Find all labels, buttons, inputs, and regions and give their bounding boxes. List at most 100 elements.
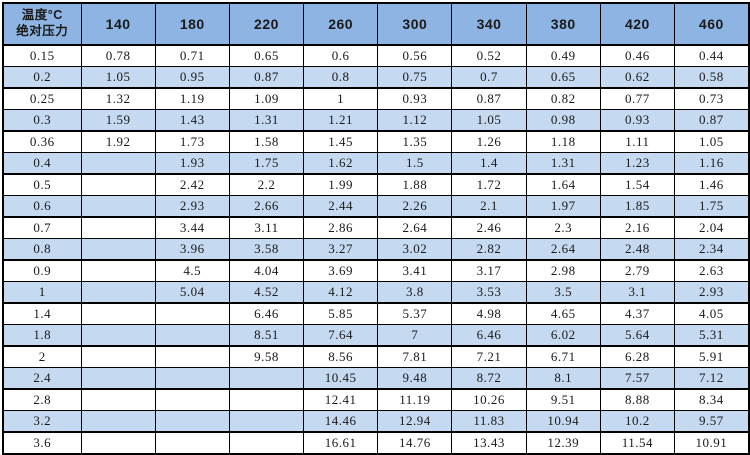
- data-cell: 10.26: [451, 388, 527, 411]
- table-row: 0.6 2.93 2.66 2.44 2.26 2.1 1.97 1.85 1.75: [2, 195, 750, 218]
- data-cell: [154, 410, 230, 433]
- data-cell: 3.27: [303, 238, 379, 261]
- data-cell: [80, 324, 156, 347]
- data-cell: 0.49: [525, 44, 601, 67]
- column-header-460: 460: [673, 2, 750, 46]
- data-cell: [80, 367, 156, 390]
- row-header-cell: 0.8: [2, 238, 82, 261]
- data-cell: 1.54: [599, 173, 676, 196]
- column-header-380: 380: [525, 2, 601, 46]
- data-cell: [228, 410, 305, 433]
- data-cell: 8.51: [228, 324, 305, 347]
- data-cell: 9.57: [673, 410, 750, 433]
- data-cell: [80, 345, 156, 368]
- column-header-220: 220: [228, 2, 305, 46]
- data-cell: 4.65: [525, 302, 601, 325]
- data-cell: 3.44: [154, 216, 230, 239]
- data-cell: 1.45: [303, 130, 379, 153]
- data-cell: [228, 431, 305, 455]
- data-cell: 0.87: [228, 66, 305, 89]
- data-cell: 1.5: [377, 152, 453, 175]
- data-cell: 0.58: [673, 66, 750, 89]
- column-header-180: 180: [154, 2, 230, 46]
- data-cell: 2.64: [525, 238, 601, 261]
- data-cell: 0.65: [525, 66, 601, 89]
- data-cell: 1.93: [154, 152, 230, 175]
- data-cell: [80, 281, 156, 304]
- data-cell: 2.46: [451, 216, 527, 239]
- table-row: 0.2 1.05 0.95 0.87 0.8 0.75 0.7 0.65 0.62 0.58: [2, 66, 750, 89]
- row-header-cell: 1.8: [2, 324, 82, 347]
- data-cell: 1.05: [673, 130, 750, 153]
- data-cell: 9.58: [228, 345, 305, 368]
- data-cell: 1.4: [451, 152, 527, 175]
- data-cell: 0.87: [673, 109, 750, 132]
- data-cell: 1.88: [377, 173, 453, 196]
- data-cell: 6.46: [451, 324, 527, 347]
- data-cell: 2.1: [451, 195, 527, 218]
- data-cell: 4.37: [599, 302, 676, 325]
- data-cell: 3.02: [377, 238, 453, 261]
- row-header-cell: 0.15: [2, 44, 82, 67]
- data-cell: [80, 302, 156, 325]
- data-cell: 4.12: [303, 281, 379, 304]
- data-cell: 0.87: [451, 87, 527, 110]
- data-cell: 12.39: [525, 431, 601, 455]
- data-cell: [80, 238, 156, 261]
- data-cell: 1.18: [525, 130, 601, 153]
- corner-header-line1: 温度°C: [21, 8, 63, 23]
- row-header-cell: 0.2: [2, 66, 82, 89]
- table-row: 3.2 14.46 12.94 11.83 10.94 10.2 9.57: [2, 410, 750, 433]
- data-cell: 0.52: [451, 44, 527, 67]
- data-cell: 2.82: [451, 238, 527, 261]
- column-header-260: 260: [303, 2, 379, 46]
- data-cell: 2.48: [599, 238, 676, 261]
- data-cell: 0.7: [451, 66, 527, 89]
- data-cell: [80, 410, 156, 433]
- data-cell: 0.73: [673, 87, 750, 110]
- data-cell: 0.78: [80, 44, 156, 67]
- data-cell: 3.96: [154, 238, 230, 261]
- row-header-cell: 0.36: [2, 130, 82, 153]
- data-cell: 3.11: [228, 216, 305, 239]
- data-cell: 2.93: [673, 281, 750, 304]
- data-cell: [154, 431, 230, 455]
- data-cell: 12.94: [377, 410, 453, 433]
- data-cell: [154, 345, 230, 368]
- row-header-cell: 0.7: [2, 216, 82, 239]
- table-row: 3.6 16.61 14.76 13.43 12.39 11.54 10.91: [2, 431, 750, 455]
- data-cell: 14.46: [303, 410, 379, 433]
- row-header-cell: 0.25: [2, 87, 82, 110]
- data-cell: 0.82: [525, 87, 601, 110]
- data-cell: 4.05: [673, 302, 750, 325]
- data-cell: 1.16: [673, 152, 750, 175]
- data-cell: 8.88: [599, 388, 676, 411]
- table-row: 2 9.58 8.56 7.81 7.21 6.71 6.28 5.91: [2, 345, 750, 368]
- data-cell: 4.52: [228, 281, 305, 304]
- data-cell: [154, 367, 230, 390]
- data-cell: 0.6: [303, 44, 379, 67]
- data-cell: 6.46: [228, 302, 305, 325]
- data-cell: [228, 367, 305, 390]
- data-cell: 10.91: [673, 431, 750, 455]
- table-row: 1.8 8.51 7.64 7 6.46 6.02 5.64 5.31: [2, 324, 750, 347]
- data-cell: 3.8: [377, 281, 453, 304]
- column-header-300: 300: [377, 2, 453, 46]
- table-row: 0.7 3.44 3.11 2.86 2.64 2.46 2.3 2.16 2.04: [2, 216, 750, 239]
- data-cell: 2.16: [599, 216, 676, 239]
- row-header-cell: 0.6: [2, 195, 82, 218]
- data-cell: 1.31: [525, 152, 601, 175]
- data-cell: 2.98: [525, 259, 601, 282]
- table-row: 1 5.04 4.52 4.12 3.8 3.53 3.5 3.1 2.93: [2, 281, 750, 304]
- data-cell: [154, 302, 230, 325]
- data-cell: 11.19: [377, 388, 453, 411]
- data-cell: 1.92: [80, 130, 156, 153]
- data-cell: 2.44: [303, 195, 379, 218]
- data-cell: 0.75: [377, 66, 453, 89]
- row-header-cell: 2.8: [2, 388, 82, 411]
- data-cell: 2.34: [673, 238, 750, 261]
- data-cell: 0.62: [599, 66, 676, 89]
- data-cell: [154, 388, 230, 411]
- data-cell: 2.66: [228, 195, 305, 218]
- data-cell: 1.21: [303, 109, 379, 132]
